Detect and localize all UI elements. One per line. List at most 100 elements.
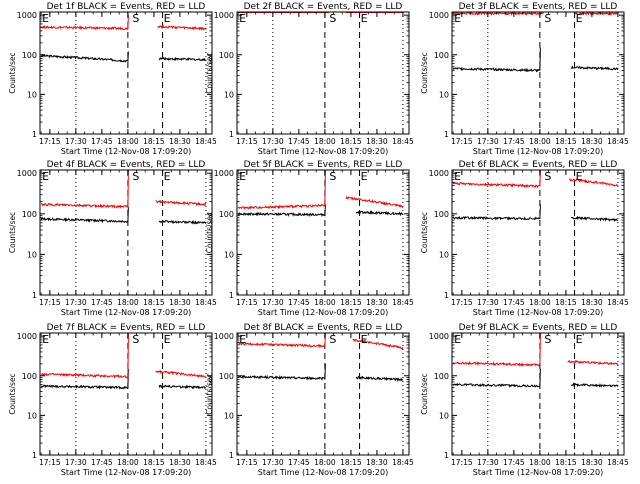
interval-marker-label: S [544,333,551,346]
x-tick-label: 17:15 [39,458,61,467]
x-tick-label: 18:30 [581,458,603,467]
lld-series-line [452,333,541,367]
x-tick-label: 17:30 [262,298,284,307]
x-tick-label: 18:00 [314,137,336,146]
y-tick-label: 1000 [17,332,37,341]
x-tick-label: 18:15 [555,298,577,307]
lld-series-line [453,11,544,16]
x-axis-label: Start Time (12-Nov-08 17:09:20) [258,468,388,477]
events-series-line [158,56,207,62]
x-tick-label: 18:15 [555,458,577,467]
events-series-line [158,219,207,225]
interval-marker-label: S [329,170,336,183]
x-tick-label: 17:30 [65,137,87,146]
events-series-line [237,363,326,382]
x-axis-label: Start Time (12-Nov-08 17:09:20) [473,468,603,477]
y-tick-label: 1 [444,451,449,460]
events-series-line [40,368,129,390]
chart-panel: Det 8f BLACK = Events, RED = LLD 1 10 100 10… [205,323,414,477]
chart-title: Det 4f BLACK = Events, RED = LLD [47,160,206,170]
y-axis-label: Counts/sec [205,373,214,414]
chart-title: Det 9f BLACK = Events, RED = LLD [459,323,618,333]
y-tick-label: 1000 [429,332,449,341]
lld-series-line [345,195,404,209]
x-tick-label: 18:15 [143,137,165,146]
interval-marker-label: E [239,333,246,346]
y-axis-label: Counts/sec [420,212,429,253]
plot-frame [39,332,213,456]
y-tick-label: 1 [444,291,449,300]
events-series-line [452,204,541,221]
events-series-line [355,375,404,382]
chart-panel: Det 4f BLACK = Events, RED = LLD 1 10 100 10… [8,160,217,317]
plot-frame [451,169,625,296]
y-tick-label: 100 [219,210,234,219]
y-tick-label: 1000 [429,169,449,178]
chart-panel: Det 2f BLACK = Events, RED = LLD 1 10 100 10… [205,2,414,156]
lld-series-line [155,199,207,207]
y-tick-label: 1000 [214,11,234,20]
chart-title: Det 8f BLACK = Events, RED = LLD [244,323,403,333]
interval-marker-label: E [361,333,368,346]
y-tick-label: 10 [27,250,37,259]
y-tick-label: 1 [229,451,234,460]
x-axis-label: Start Time (12-Nov-08 17:09:20) [61,468,191,477]
lld-series-line [567,359,619,367]
lld-series-line [568,177,619,187]
x-tick-label: 17:45 [288,298,310,307]
y-tick-label: 1000 [17,11,37,20]
y-axis-label: Counts/sec [8,212,17,253]
x-tick-label: 17:15 [39,137,61,146]
x-tick-label: 18:00 [529,137,551,146]
y-tick-label: 10 [439,90,449,99]
x-tick-label: 18:15 [555,137,577,146]
interval-marker-label: E [454,333,461,346]
plot-frame [39,169,213,296]
x-tick-label: 18:00 [314,458,336,467]
x-axis-label: Start Time (12-Nov-08 17:09:20) [473,147,603,156]
events-series-line [355,209,404,217]
x-tick-label: 17:45 [503,137,525,146]
y-tick-label: 10 [224,411,234,420]
events-series-line [158,384,207,390]
x-tick-label: 17:15 [236,298,258,307]
interval-marker-label: E [164,333,171,346]
y-tick-label: 10 [224,250,234,259]
plot-frame [451,332,625,456]
interval-marker-label: S [329,12,336,25]
events-series-line [238,204,326,218]
interval-marker-label: E [576,333,583,346]
events-series-line [40,206,129,224]
y-tick-label: 1000 [17,169,37,178]
x-tick-label: 18:45 [195,137,217,146]
interval-marker-label: E [576,12,583,25]
x-tick-label: 17:15 [451,458,473,467]
x-tick-label: 18:00 [117,137,139,146]
x-tick-label: 17:45 [91,458,113,467]
x-tick-label: 17:30 [477,137,499,146]
chart-panel: Det 6f BLACK = Events, RED = LLD 1 10 100 10… [420,160,629,317]
x-tick-label: 18:15 [340,458,362,467]
x-tick-label: 17:45 [91,137,113,146]
x-tick-label: 17:30 [477,458,499,467]
x-tick-label: 18:30 [366,458,388,467]
y-tick-label: 1 [229,291,234,300]
y-tick-label: 100 [22,210,37,219]
x-tick-label: 17:45 [91,298,113,307]
chart-panel: Det 3f BLACK = Events, RED = LLD 1 10 100 10… [420,2,629,156]
x-tick-label: 18:15 [143,298,165,307]
plot-frame [236,332,410,456]
interval-marker-label: E [42,170,49,183]
plot-frame [236,169,410,296]
interval-marker-label: S [132,12,139,25]
y-tick-label: 10 [27,90,37,99]
y-tick-label: 1 [32,291,37,300]
x-tick-label: 17:30 [262,137,284,146]
y-tick-label: 10 [439,250,449,259]
events-series-line [452,368,541,388]
interval-marker-label: E [361,12,368,25]
lld-series-line [574,10,619,16]
interval-marker-label: S [132,333,139,346]
y-axis-label: Counts/sec [420,52,429,93]
